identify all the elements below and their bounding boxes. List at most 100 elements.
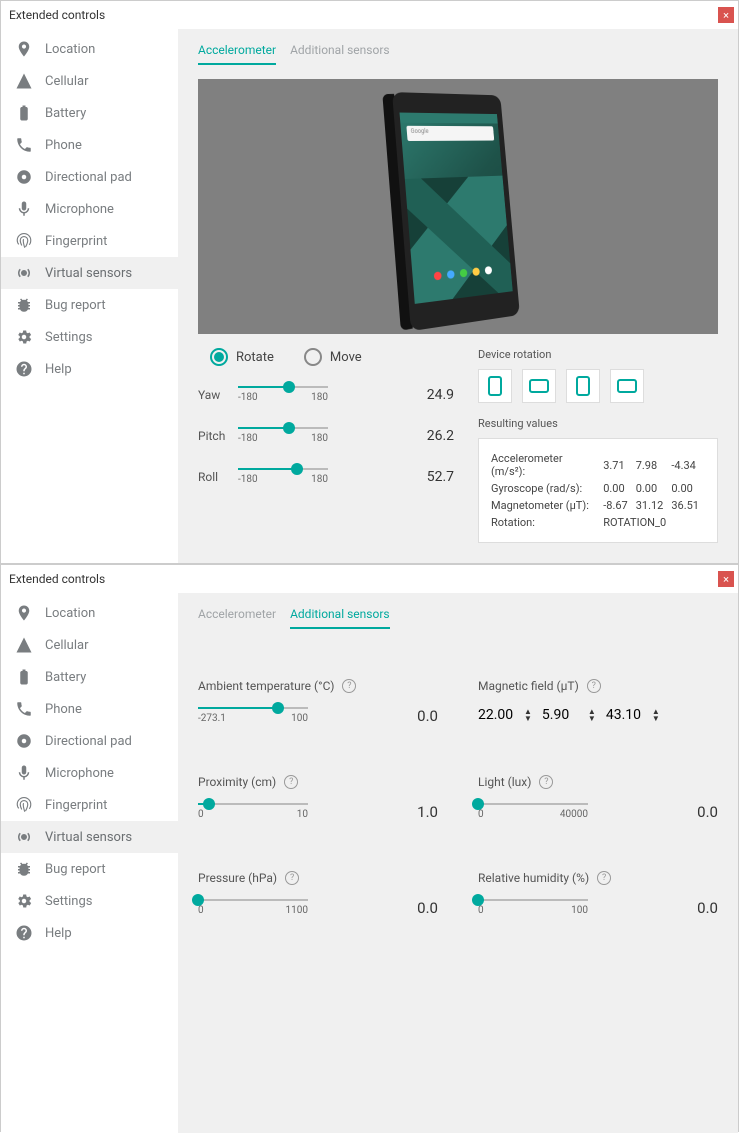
- bug-icon: [15, 860, 33, 878]
- sidebar-item-help[interactable]: Help: [1, 917, 178, 949]
- phone-icon: [15, 136, 33, 154]
- sensor-value: 0.0: [308, 707, 438, 725]
- help-icon: [15, 360, 33, 378]
- help-icon[interactable]: ?: [342, 679, 356, 693]
- radio-move[interactable]: Move: [304, 348, 362, 366]
- mic-icon: [15, 764, 33, 782]
- sidebar-item-microphone[interactable]: Microphone: [1, 757, 178, 789]
- tab-accelerometer[interactable]: Accelerometer: [198, 43, 276, 65]
- help-icon[interactable]: ?: [284, 775, 298, 789]
- sensor-slider-track[interactable]: 01100: [198, 899, 308, 916]
- rotation-portrait-upside-button[interactable]: [566, 369, 600, 403]
- sidebar-item-battery[interactable]: Battery: [1, 661, 178, 693]
- tab-accelerometer[interactable]: Accelerometer: [198, 607, 276, 629]
- sidebar-item-fingerprint[interactable]: Fingerprint: [1, 225, 178, 257]
- sensor-slider-track[interactable]: 0100: [478, 899, 588, 916]
- sensor-label: Proximity (cm): [198, 775, 276, 789]
- sidebar-item-phone[interactable]: Phone: [1, 693, 178, 725]
- magfield-y-spinner[interactable]: 5.90▲▼: [542, 707, 596, 723]
- sidebar-label: Fingerprint: [45, 234, 107, 249]
- sidebar-label: Virtual sensors: [45, 830, 132, 845]
- sidebar-item-settings[interactable]: Settings: [1, 321, 178, 353]
- slider-track[interactable]: -180180: [238, 468, 328, 485]
- sensors-icon: [15, 828, 33, 846]
- sidebar-label: Help: [45, 362, 72, 377]
- sidebar-label: Directional pad: [45, 170, 132, 185]
- rotation-landscape-right-button[interactable]: [610, 369, 644, 403]
- mode-row: Rotate Move: [210, 348, 458, 366]
- title-bar: Extended controls ×: [1, 1, 738, 29]
- help-icon[interactable]: ?: [539, 775, 553, 789]
- sidebar-item-virtual-sensors[interactable]: Virtual sensors: [1, 257, 178, 289]
- tabs: Accelerometer Additional sensors: [198, 43, 718, 65]
- battery-icon: [15, 104, 33, 122]
- slider-value: 26.2: [328, 428, 458, 444]
- sidebar-item-help[interactable]: Help: [1, 353, 178, 385]
- sidebar-label: Microphone: [45, 766, 114, 781]
- sensor-label: Magnetic field (μT): [478, 679, 579, 693]
- slider-yaw: Yaw-18018024.9: [198, 386, 458, 403]
- sidebar-label: Bug report: [45, 862, 106, 877]
- sidebar-label: Battery: [45, 106, 86, 121]
- sidebar-label: Virtual sensors: [45, 266, 132, 281]
- sidebar-item-virtual-sensors[interactable]: Virtual sensors: [1, 821, 178, 853]
- sensors-icon: [15, 264, 33, 282]
- rotation-landscape-left-button[interactable]: [522, 369, 556, 403]
- slider-value: 24.9: [328, 387, 458, 403]
- sensor-slider-track[interactable]: 040000: [478, 803, 588, 820]
- help-icon[interactable]: ?: [587, 679, 601, 693]
- tab-additional-sensors[interactable]: Additional sensors: [290, 43, 390, 65]
- sensor-value: 0.0: [308, 899, 438, 917]
- battery-icon: [15, 668, 33, 686]
- sensor-magfield: Magnetic field (μT)? 22.00▲▼ 5.90▲▼ 43.10▲▼: [478, 679, 718, 725]
- sidebar-item-microphone[interactable]: Microphone: [1, 193, 178, 225]
- sidebar-item-cellular[interactable]: Cellular: [1, 629, 178, 661]
- sidebar-item-directional-pad[interactable]: Directional pad: [1, 725, 178, 757]
- magfield-x-spinner[interactable]: 22.00▲▼: [478, 707, 532, 723]
- close-button[interactable]: ×: [718, 7, 734, 23]
- sidebar-item-settings[interactable]: Settings: [1, 885, 178, 917]
- help-icon[interactable]: ?: [285, 871, 299, 885]
- dpad-icon: [15, 168, 33, 186]
- sensor-temp: Ambient temperature (°C)?-273.11000.0: [198, 679, 438, 725]
- sidebar-label: Location: [45, 606, 95, 621]
- sidebar-item-directional-pad[interactable]: Directional pad: [1, 161, 178, 193]
- sidebar-item-battery[interactable]: Battery: [1, 97, 178, 129]
- main-panel: Accelerometer Additional sensors Ambient…: [178, 593, 738, 1133]
- extended-controls-window-1: Extended controls × Location Cellular Batt…: [0, 0, 739, 564]
- sidebar: Location Cellular Battery PhoneDirectional …: [1, 593, 178, 1133]
- sensor-slider-track[interactable]: -273.1100: [198, 707, 308, 724]
- bug-icon: [15, 296, 33, 314]
- rotation-portrait-button[interactable]: [478, 369, 512, 403]
- magfield-z-spinner[interactable]: 43.10▲▼: [606, 707, 660, 723]
- close-button[interactable]: ×: [718, 571, 734, 587]
- cellular-icon: [15, 636, 33, 654]
- sensor-slider-track[interactable]: 010: [198, 803, 308, 820]
- slider-roll: Roll-18018052.7: [198, 468, 458, 485]
- sidebar-label: Location: [45, 42, 95, 57]
- sidebar-label: Fingerprint: [45, 798, 107, 813]
- sidebar-item-fingerprint[interactable]: Fingerprint: [1, 789, 178, 821]
- slider-track[interactable]: -180180: [238, 386, 328, 403]
- sidebar-label: Bug report: [45, 298, 106, 313]
- tab-additional-sensors[interactable]: Additional sensors: [290, 607, 390, 629]
- settings-icon: [15, 892, 33, 910]
- slider-track[interactable]: -180180: [238, 427, 328, 444]
- device-3d-viewport[interactable]: Google: [198, 79, 718, 334]
- sidebar-item-bug-report[interactable]: Bug report: [1, 853, 178, 885]
- sidebar-item-location[interactable]: Location: [1, 597, 178, 629]
- sensor-grid: Ambient temperature (°C)?-273.11000.0Mag…: [198, 679, 718, 917]
- resulting-values-panel: Accelerometer (m/s²):3.717.98-4.34 Gyros…: [478, 438, 718, 543]
- fingerprint-icon: [15, 232, 33, 250]
- sidebar-item-phone[interactable]: Phone: [1, 129, 178, 161]
- help-icon: [15, 924, 33, 942]
- radio-rotate[interactable]: Rotate: [210, 348, 274, 366]
- sidebar-item-cellular[interactable]: Cellular: [1, 65, 178, 97]
- sidebar-item-bug-report[interactable]: Bug report: [1, 289, 178, 321]
- sidebar-label: Cellular: [45, 638, 88, 653]
- device-rotation-label: Device rotation: [478, 348, 718, 361]
- help-icon[interactable]: ?: [597, 871, 611, 885]
- sidebar-item-location[interactable]: Location: [1, 33, 178, 65]
- sidebar-label: Settings: [45, 330, 92, 345]
- sidebar-label: Battery: [45, 670, 86, 685]
